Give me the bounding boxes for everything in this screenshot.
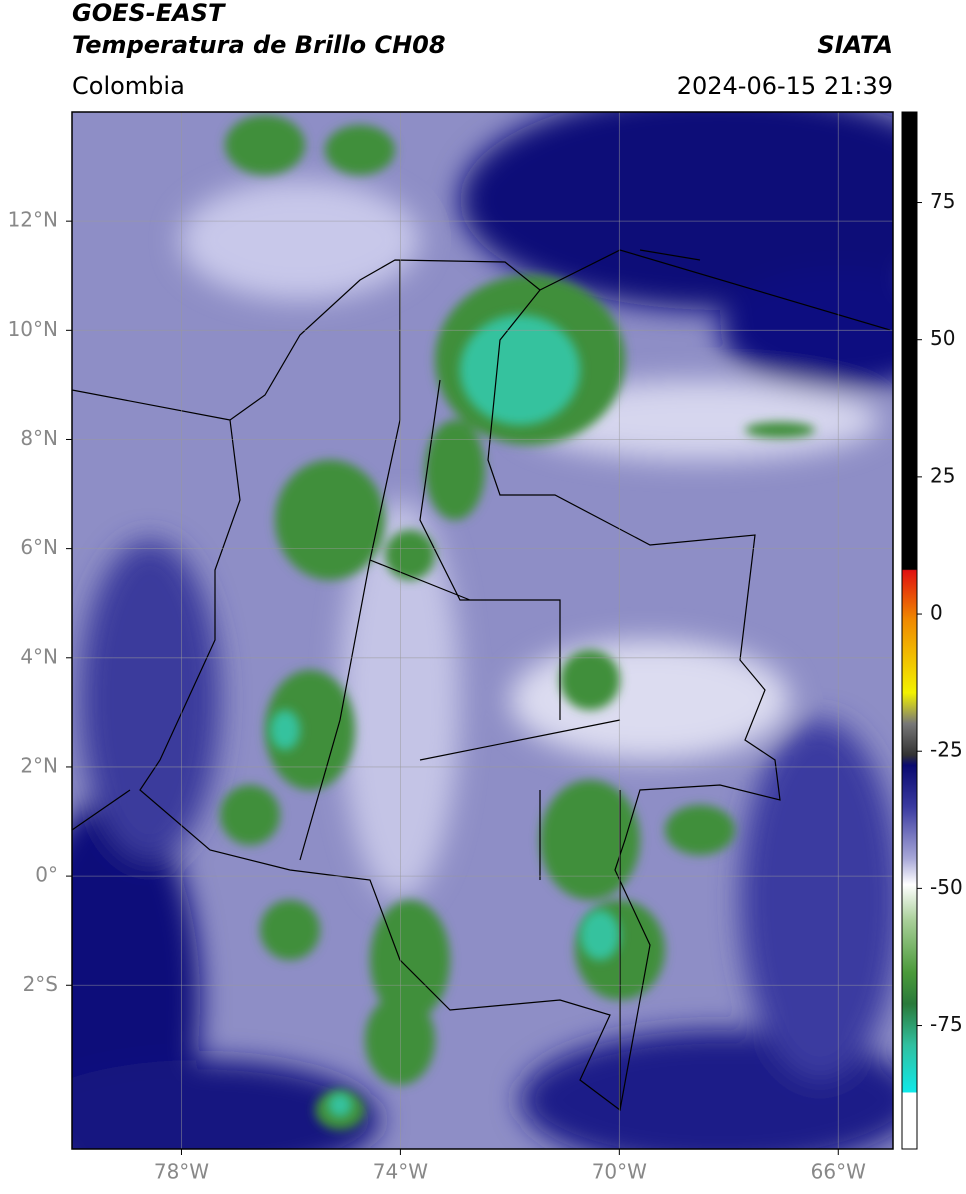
title: GOES-EAST	[72, 0, 226, 27]
y-tick-label: 8°N	[20, 426, 58, 450]
y-tick-label: 2°N	[20, 753, 58, 777]
colorbar-tick-label: 25	[930, 463, 955, 487]
colorbar-tick-label: -50	[930, 875, 963, 899]
y-tick-label: 2°S	[23, 972, 58, 996]
colorbar-tick-label: -75	[930, 1012, 963, 1036]
y-tick-label: 0°	[35, 863, 58, 887]
colorbar-tick-label: 50	[930, 326, 955, 350]
region: Colombia	[72, 72, 185, 100]
colorbar-tick-label: 0	[930, 601, 943, 625]
y-tick-label: 10°N	[8, 317, 58, 341]
map-frame	[71, 111, 894, 1150]
timestamp: 2024-06-15 21:39	[677, 72, 893, 100]
x-tick-label: 74°W	[373, 1160, 428, 1184]
y-tick-label: 6°N	[20, 535, 58, 559]
source: SIATA	[817, 31, 893, 59]
x-tick-label: 70°W	[592, 1160, 647, 1184]
subtitle: Temperatura de Brillo CH08	[72, 31, 446, 59]
x-tick-label: 78°W	[154, 1160, 209, 1184]
colorbar-tick-label: 75	[930, 189, 955, 213]
y-tick-label: 12°N	[8, 208, 58, 232]
y-tick-label: 4°N	[20, 644, 58, 668]
grid	[72, 112, 893, 1149]
satellite-image	[72, 112, 893, 1149]
colorbar-tick-label: -25	[930, 738, 963, 762]
colorbar	[901, 111, 918, 1150]
x-tick-label: 66°W	[811, 1160, 866, 1184]
